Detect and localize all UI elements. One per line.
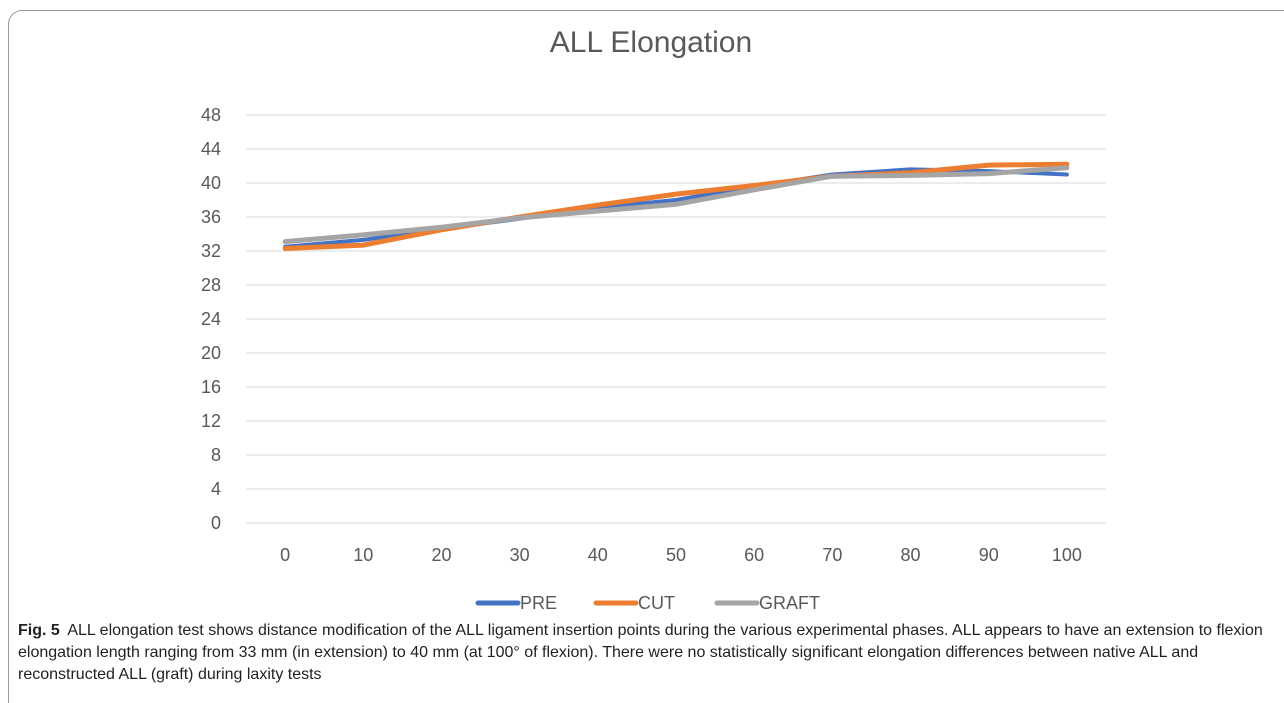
series-line-graft bbox=[282, 165, 1070, 245]
y-tick-label-40: 40 bbox=[201, 173, 221, 193]
legend: PRE CUT GRAFT bbox=[475, 593, 820, 613]
y-tick-label-12: 12 bbox=[201, 411, 221, 431]
y-tick-label-48: 48 bbox=[201, 105, 221, 125]
y-tick-label-8: 8 bbox=[211, 445, 221, 465]
y-tick-label-36: 36 bbox=[201, 207, 221, 227]
y-tick-label-16: 16 bbox=[201, 377, 221, 397]
legend-label-graft: GRAFT bbox=[759, 593, 820, 613]
series-lines bbox=[282, 161, 1070, 251]
y-tick-label-0: 0 bbox=[211, 513, 221, 533]
x-tick-label-80: 80 bbox=[901, 545, 921, 565]
caption-text: ALL elongation test shows distance modif… bbox=[18, 622, 1263, 683]
y-tick-label-20: 20 bbox=[201, 343, 221, 363]
x-tick-label-70: 70 bbox=[822, 545, 842, 565]
legend-label-pre: PRE bbox=[520, 593, 557, 613]
x-tick-label-100: 100 bbox=[1052, 545, 1082, 565]
chart-title: ALL Elongation bbox=[550, 26, 752, 59]
x-tick-label-10: 10 bbox=[353, 545, 373, 565]
x-tick-label-60: 60 bbox=[744, 545, 764, 565]
figure-frame bbox=[8, 10, 1284, 703]
y-tick-label-24: 24 bbox=[201, 309, 221, 329]
x-tick-label-20: 20 bbox=[431, 545, 451, 565]
gridlines bbox=[246, 114, 1106, 524]
x-tick-label-0: 0 bbox=[280, 545, 290, 565]
x-tick-label-30: 30 bbox=[510, 545, 530, 565]
x-axis-ticks: 0 10 20 30 40 50 60 70 80 90 100 bbox=[280, 545, 1082, 565]
legend-label-cut: CUT bbox=[638, 593, 675, 613]
caption-label: Fig. 5 bbox=[18, 622, 60, 639]
x-tick-label-40: 40 bbox=[588, 545, 608, 565]
y-tick-label-44: 44 bbox=[201, 139, 221, 159]
figure-caption: Fig. 5 ALL elongation test shows distanc… bbox=[18, 620, 1268, 686]
x-tick-label-50: 50 bbox=[666, 545, 686, 565]
x-tick-label-90: 90 bbox=[979, 545, 999, 565]
series-line-cut bbox=[282, 161, 1070, 251]
y-tick-label-4: 4 bbox=[211, 479, 221, 499]
y-tick-label-32: 32 bbox=[201, 241, 221, 261]
y-tick-label-28: 28 bbox=[201, 275, 221, 295]
